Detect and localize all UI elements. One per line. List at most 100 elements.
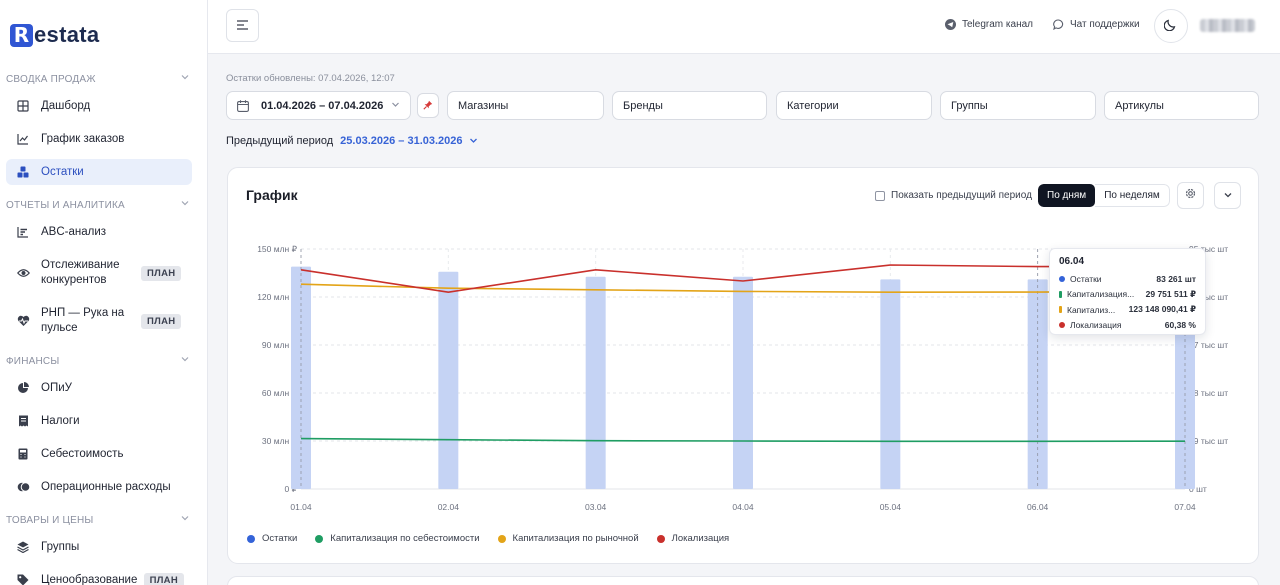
support-chat-link[interactable]: Чат поддержки (1053, 19, 1140, 30)
tooltip-value: 60,38 % (1164, 320, 1196, 331)
telegram-icon (945, 19, 956, 30)
chart-tooltip: 06.04 Остатки 83 261 шт Капитализация... 29… (1049, 248, 1206, 335)
pie-chart-icon (16, 381, 30, 395)
groups-filter[interactable]: Группы (940, 91, 1096, 120)
sidebar-item-competitors[interactable]: Отслеживание конкурентов ПЛАН (6, 257, 192, 289)
chevron-up-icon (178, 198, 192, 212)
section-finance[interactable]: ФИНАНСЫ (6, 352, 192, 370)
articles-filter[interactable]: Артикулы (1104, 91, 1259, 120)
sidebar-item-dashboard[interactable]: Дашборд (6, 95, 192, 117)
chevron-down-icon (1223, 187, 1233, 205)
sidebar-item-opex[interactable]: Операционные расходы (6, 476, 192, 498)
telegram-link[interactable]: Telegram канал (945, 19, 1033, 30)
tooltip-row: Локализация 60,38 % (1059, 318, 1196, 334)
sidebar-item-abc[interactable]: ABC-анализ (6, 221, 192, 243)
date-range-value: 01.04.2026 – 07.04.2026 (261, 99, 384, 112)
sidebar-item-pricing[interactable]: Ценообразование ПЛАН (6, 569, 192, 585)
sidebar: R estata СВОДКА ПРОДАЖ Дашборд График за… (0, 0, 208, 585)
pin-icon (423, 97, 433, 115)
legend-dot (247, 534, 255, 543)
plan-badge: ПЛАН (141, 265, 182, 281)
y-right-tick-label: 19 тыс шт (1189, 436, 1228, 446)
line-chart-icon (16, 132, 30, 146)
stores-filter[interactable]: Магазины (447, 91, 604, 120)
stack-icon (16, 540, 30, 554)
sidebar-item-pulse[interactable]: РНП — Рука на пульсе ПЛАН (6, 305, 192, 337)
x-tick-label: 06.04 (1027, 502, 1049, 512)
sidebar-item-stock[interactable]: Остатки (6, 159, 192, 185)
legend-dot (315, 534, 324, 543)
section-products[interactable]: ТОВАРЫ И ЦЕНЫ (6, 511, 192, 529)
sidebar-item-cost[interactable]: Себестоимость (6, 443, 192, 465)
chevron-down-icon (469, 136, 478, 147)
sidebar-item-groups[interactable]: Группы (6, 536, 192, 558)
plan-badge: ПЛАН (141, 313, 182, 329)
sidebar-item-label: Отслеживание конкурентов (41, 259, 120, 286)
tooltip-value: 83 261 шт (1156, 273, 1196, 284)
bar-list-icon (16, 225, 30, 239)
chevron-up-icon (178, 72, 192, 86)
tooltip-date: 06.04 (1059, 256, 1085, 267)
chat-bubble-icon (1053, 19, 1064, 30)
series-line (300, 283, 1186, 293)
brands-filter[interactable]: Бренды (612, 91, 767, 120)
sidebar-item-orders-chart[interactable]: График заказов (6, 128, 192, 150)
next-card (227, 576, 1259, 585)
date-range-picker[interactable]: 01.04.2026 – 07.04.2026 (226, 91, 411, 120)
tooltip-marker (1059, 290, 1062, 298)
section-label: СВОДКА ПРОДАЖ (6, 73, 96, 85)
pin-button[interactable] (417, 93, 439, 118)
theme-toggle-button[interactable] (1154, 9, 1188, 43)
y-left-tick-label: 90 млн ₽ (262, 340, 298, 350)
legend-item[interactable]: Локализация (656, 533, 729, 544)
bar-stock (585, 276, 606, 489)
legend-label: Остатки (262, 533, 298, 544)
chevron-up-icon (178, 354, 192, 368)
menu-toggle-button[interactable] (226, 9, 259, 42)
heart-pulse-icon (16, 314, 30, 328)
section-reports[interactable]: ОТЧЕТЫ И АНАЛИТИКА (6, 196, 192, 214)
by-weeks-button[interactable]: По неделям (1095, 184, 1170, 207)
logo[interactable]: R estata (10, 22, 99, 48)
x-tick-label: 02.04 (438, 502, 460, 512)
legend-item[interactable]: Остатки (247, 533, 297, 544)
sidebar-item-pnl[interactable]: ОПиУ (6, 377, 192, 399)
categories-filter-label: Категории (787, 99, 839, 112)
tooltip-marker (1059, 322, 1065, 329)
brands-filter-label: Бренды (623, 99, 663, 112)
moon-icon (1163, 17, 1178, 36)
chart-settings-button[interactable] (1177, 182, 1204, 209)
tooltip-value: 29 751 511 ₽ (1145, 288, 1196, 299)
y-right-tick-label: 0 шт (1189, 484, 1207, 494)
section-sales-summary[interactable]: СВОДКА ПРОДАЖ (6, 70, 192, 88)
y-left-tick-label: 60 млн ₽ (262, 388, 298, 398)
sidebar-item-label: График заказов (41, 132, 125, 145)
show-previous-period-label: Показать предыдущий период (891, 190, 1032, 201)
previous-period-label: Предыдущий период (226, 135, 334, 147)
series-line (300, 264, 1185, 294)
telegram-label: Telegram канал (962, 19, 1033, 30)
previous-period-selector[interactable]: Предыдущий период 25.03.2026 – 31.03.202… (226, 135, 478, 147)
topbar: Telegram канал Чат поддержки (208, 0, 1280, 54)
section-label: ТОВАРЫ И ЦЕНЫ (6, 514, 94, 526)
granularity-toggle: По дням По неделям (1038, 184, 1170, 207)
stock-chart[interactable]: 0 ₽ 0 шт 30 млн ₽ 19 тыс шт 60 млн ₽ 38 тыс ш… (228, 168, 1260, 528)
legend-item[interactable]: Капитализация по себестоимости (315, 533, 480, 544)
sidebar-item-taxes[interactable]: Налоги (6, 410, 192, 432)
legend-item[interactable]: Капитализация по рыночной (497, 533, 639, 544)
tooltip-series-name: Остатки (1070, 273, 1102, 284)
sidebar-item-label: Ценообразование (41, 573, 138, 585)
user-name-blurred[interactable] (1200, 19, 1255, 32)
checkbox-box[interactable] (875, 190, 885, 201)
chart-collapse-button[interactable] (1214, 182, 1241, 209)
bar-stock (733, 276, 753, 489)
show-previous-period-checkbox[interactable]: Показать предыдущий период (875, 190, 1032, 201)
calculator-icon (16, 447, 30, 461)
boxes-icon (16, 165, 30, 179)
categories-filter[interactable]: Категории (776, 91, 932, 120)
stores-filter-label: Магазины (458, 99, 509, 112)
tooltip-value: 123 148 090,41 ₽ (1128, 304, 1196, 315)
sidebar-item-label: Налоги (41, 414, 80, 427)
support-label: Чат поддержки (1070, 19, 1140, 30)
by-days-button[interactable]: По дням (1038, 184, 1096, 207)
